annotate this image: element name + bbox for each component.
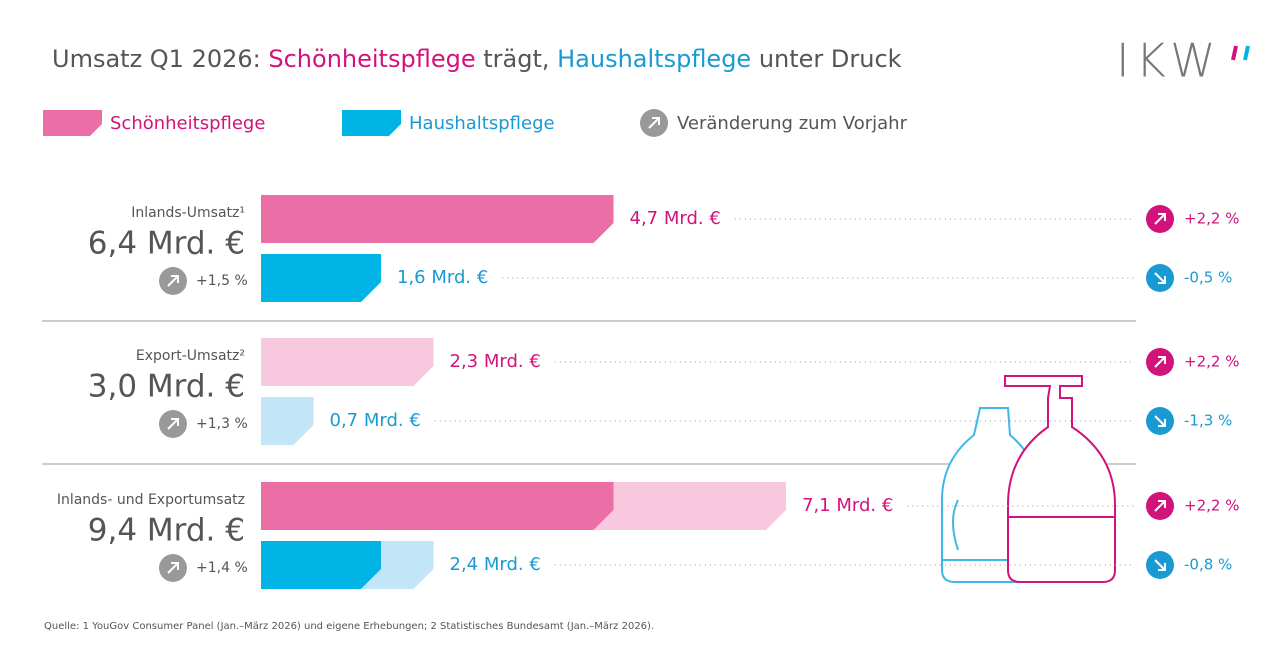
legend-label: Veränderung zum Vorjahr (677, 113, 908, 134)
group-change: +1,4 % (196, 560, 248, 576)
bar-value-label: 0,7 Mrd. € (330, 410, 421, 431)
change-arrow (1154, 356, 1166, 368)
bar-change: +2,2 % (1184, 210, 1239, 228)
bar-segment (261, 541, 381, 589)
group-total: 3,0 Mrd. € (88, 369, 245, 405)
bottle-handle (952, 499, 959, 551)
bar-value-label: 1,6 Mrd. € (397, 267, 488, 288)
change-arrow (1154, 272, 1166, 284)
change-arrow (1154, 559, 1166, 571)
group-total: 9,4 Mrd. € (88, 513, 245, 549)
source: Quelle: 1 YouGov Consumer Panel (Jan.–Mä… (44, 621, 654, 632)
title: Umsatz Q1 2026: Schönheitspflege trägt, … (52, 45, 902, 73)
bar (261, 254, 381, 302)
bar-change: -1,3 % (1184, 412, 1232, 430)
change-arrow (1154, 213, 1166, 225)
title-prefix: Umsatz Q1 2026: (52, 45, 268, 73)
bar-change: -0,8 % (1184, 556, 1232, 574)
logo-mark (1231, 45, 1238, 61)
bar-value-label: 2,3 Mrd. € (450, 351, 541, 372)
group-label: Export-Umsatz² (136, 348, 245, 364)
bar-value-label: 4,7 Mrd. € (630, 208, 721, 229)
bar-change: +2,2 % (1184, 353, 1239, 371)
change-arrow (1154, 415, 1166, 427)
legend-label: Schönheitspflege (110, 113, 265, 134)
logo: IKW (1116, 34, 1222, 88)
legend-swatch (342, 110, 401, 136)
group-label: Inlands-Umsatz¹ (131, 205, 245, 221)
group-total: 6,4 Mrd. € (88, 226, 245, 262)
bar-change: -0,5 % (1184, 269, 1232, 287)
group-label: Inlands- und Exportumsatz (57, 492, 245, 508)
group-change: +1,3 % (196, 416, 248, 432)
legend-swatch (43, 110, 102, 136)
bar (261, 397, 314, 445)
bar (261, 195, 614, 243)
title-mid: trägt, (476, 45, 558, 73)
pump-bottle (1004, 375, 1116, 583)
group-change: +1,5 % (196, 273, 248, 289)
change-arrow (167, 418, 179, 430)
title-household: Haushaltspflege (557, 45, 751, 73)
title-beauty: Schönheitspflege (268, 45, 475, 73)
legend-icon-arrow (648, 117, 660, 129)
change-arrow (167, 562, 179, 574)
change-arrow (1154, 500, 1166, 512)
bar-segment (593, 482, 786, 530)
change-arrow (167, 275, 179, 287)
bar-value-label: 2,4 Mrd. € (450, 554, 541, 575)
bar (261, 338, 434, 386)
bar-change: +2,2 % (1184, 497, 1239, 515)
bar-segment (261, 482, 614, 530)
bar-value-label: 7,1 Mrd. € (802, 495, 893, 516)
bottles-illustration (941, 375, 1116, 583)
legend-label: Haushaltspflege (409, 113, 555, 134)
logo-mark (1243, 45, 1250, 61)
title-suffix: unter Druck (751, 45, 901, 73)
